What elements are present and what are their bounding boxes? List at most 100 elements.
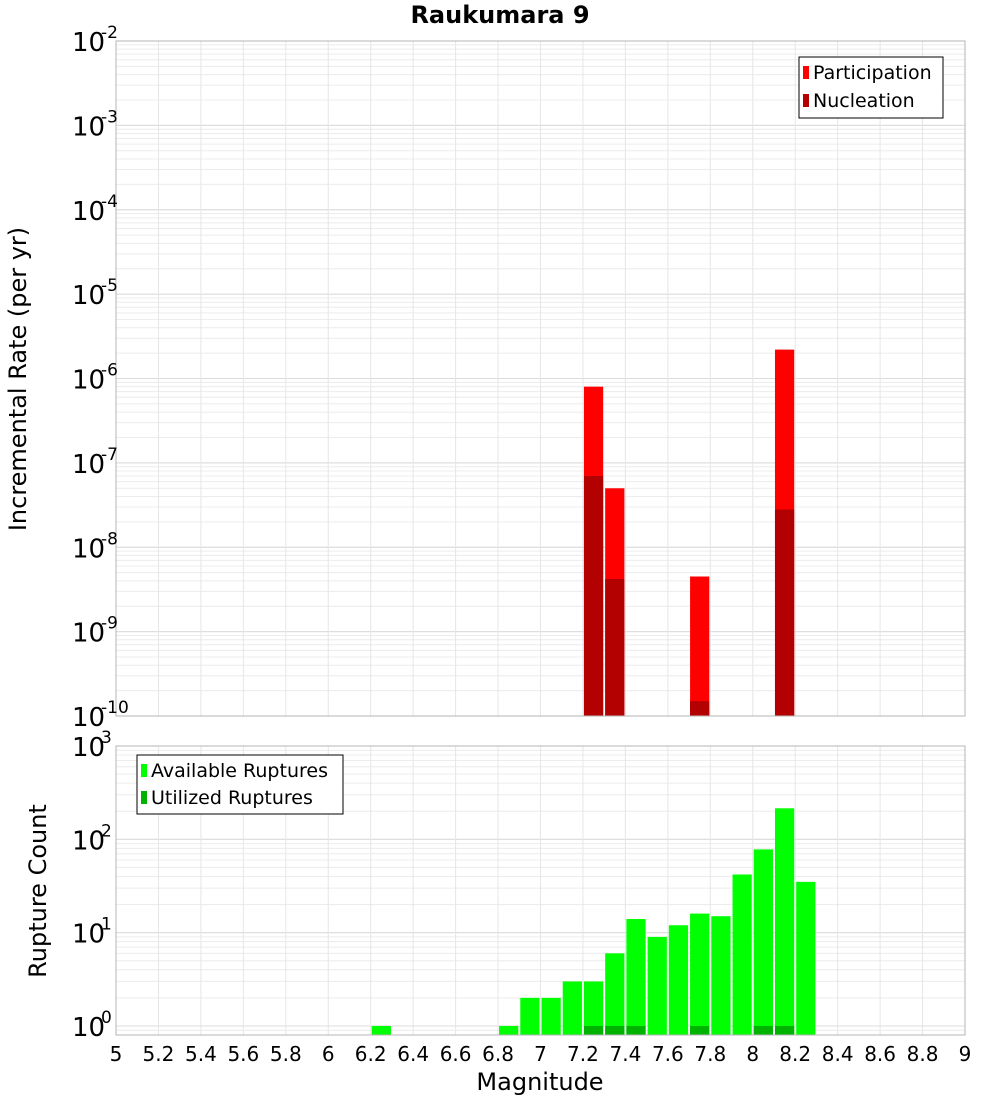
rate-y-tick-exp: -4 [101,192,118,212]
x-tick-label: 6.6 [440,1042,472,1066]
available-ruptures-bar [711,916,731,1035]
x-tick-label: 5 [110,1042,123,1066]
utilized-legend-label: Utilized Ruptures [151,787,313,809]
utilized-ruptures-bar [626,1025,646,1035]
available-ruptures-bar [732,874,752,1035]
available-ruptures-bar [520,997,540,1035]
x-tick-label: 7 [534,1042,547,1066]
x-tick-label: 6 [322,1042,335,1066]
utilized-ruptures-bar [605,1025,625,1035]
rate-y-axis-title: Incremental Rate (per yr) [4,227,32,531]
x-axis-title: Magnitude [476,1068,603,1096]
utilized-legend-swatch [141,791,147,804]
available-ruptures-bar [541,997,561,1035]
x-tick-label: 5.6 [227,1042,259,1066]
count-y-tick-base: 10 [72,826,105,856]
available-legend-swatch [141,764,147,777]
rate-y-tick-base: 10 [72,366,105,396]
rate-y-tick-exp: -6 [101,361,118,381]
count-y-tick: 102 [72,821,112,856]
rate-y-tick-exp: -8 [101,529,118,549]
rate-y-tick-base: 10 [72,703,105,733]
participation-legend-label: Participation [813,62,932,84]
available-ruptures-bar [605,953,625,1035]
x-tick-label: 8.2 [779,1042,811,1066]
x-tick-label: 6.4 [397,1042,429,1066]
count-plot-frame [115,745,966,1036]
rate-y-tick-base: 10 [72,197,105,227]
rate-legend: Participation Nucleation [798,56,944,119]
available-ruptures-bar [647,936,667,1035]
rate-y-tick: 10-9 [72,614,118,649]
x-tick-label: 6.8 [482,1042,514,1066]
x-tick-label: 8.8 [907,1042,939,1066]
x-tick-label: 6.2 [355,1042,387,1066]
rate-y-tick-exp: -2 [101,23,118,43]
x-tick-label: 7.6 [652,1042,684,1066]
rate-plot-frame [115,40,966,717]
rate-y-tick-exp: -3 [101,107,118,127]
rate-y-tick-base: 10 [72,28,105,58]
x-tick-label: 8 [746,1042,759,1066]
utilized-ruptures-bar [774,1025,795,1035]
count-x-ticks: 5 5.2 5.4 5.6 5.8 6 6.2 6.4 6.6 6.8 7 7.2 7.4 7.6 7.8 8… [110,1042,972,1066]
count-legend: Available Ruptures Utilized Ruptures [136,754,344,815]
count-y-tick: 103 [72,728,112,763]
x-tick-label: 5.2 [143,1042,175,1066]
available-ruptures-bar [774,808,795,1035]
count-y-tick-exp: 1 [101,915,112,935]
count-legend-box [136,754,344,815]
rate-legend-box [798,56,944,119]
rate-y-tick-base: 10 [72,450,105,480]
utilized-ruptures-bar [583,1025,604,1035]
count-y-tick-exp: 0 [101,1008,112,1028]
available-ruptures-bar [690,913,710,1035]
rate-y-tick-base: 10 [72,112,105,142]
available-ruptures-bar [668,925,689,1035]
rate-y-tick: 10-7 [72,445,118,480]
rate-y-tick: 10-4 [72,192,118,227]
count-y-tick: 101 [72,915,112,950]
x-tick-label: 5.8 [270,1042,302,1066]
rate-y-tick-exp: -10 [101,698,129,718]
count-bars [371,808,816,1035]
nucleation-legend-swatch [803,94,809,107]
nucleation-bar [774,509,795,716]
x-tick-label: 8.6 [864,1042,896,1066]
nucleation-bar [583,475,604,716]
available-ruptures-bar [499,1025,519,1035]
rate-y-tick-exp: -5 [101,276,118,296]
nucleation-bar [690,701,710,716]
available-ruptures-bar [796,881,816,1035]
available-ruptures-bar [562,981,582,1035]
count-y-tick-exp: 3 [101,728,112,748]
participation-bar [690,576,710,716]
rate-y-tick-base: 10 [72,619,105,649]
rate-y-tick: 10-5 [72,276,118,311]
count-y-tick-exp: 2 [101,821,112,841]
rate-bars [583,349,795,716]
x-tick-label: 8.4 [822,1042,854,1066]
rate-y-tick-exp: -7 [101,445,118,465]
count-y-tick-base: 10 [72,733,105,763]
available-ruptures-bar [371,1025,391,1035]
rate-y-tick: 10-8 [72,529,118,564]
nucleation-bar [605,579,625,716]
x-tick-label: 5.4 [185,1042,217,1066]
count-y-tick-base: 10 [72,920,105,950]
rate-y-tick-base: 10 [72,534,105,564]
chart-title: Raukumara 9 [410,1,589,29]
utilized-ruptures-bar [690,1025,710,1035]
participation-legend-swatch [803,66,809,79]
x-tick-label: 9 [959,1042,972,1066]
count-y-axis-title: Rupture Count [24,804,52,978]
nucleation-legend-label: Nucleation [813,90,915,112]
available-ruptures-bar [626,919,646,1035]
count-y-tick-base: 10 [72,1013,105,1043]
rate-y-tick: 10-6 [72,361,118,396]
